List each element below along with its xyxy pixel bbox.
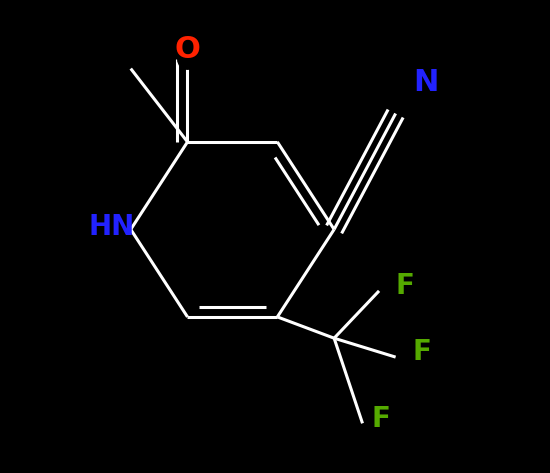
Text: HN: HN (89, 213, 135, 241)
Text: F: F (372, 404, 391, 433)
Text: F: F (412, 338, 431, 367)
Text: N: N (414, 68, 439, 97)
Text: O: O (174, 35, 200, 64)
Text: F: F (395, 272, 415, 300)
